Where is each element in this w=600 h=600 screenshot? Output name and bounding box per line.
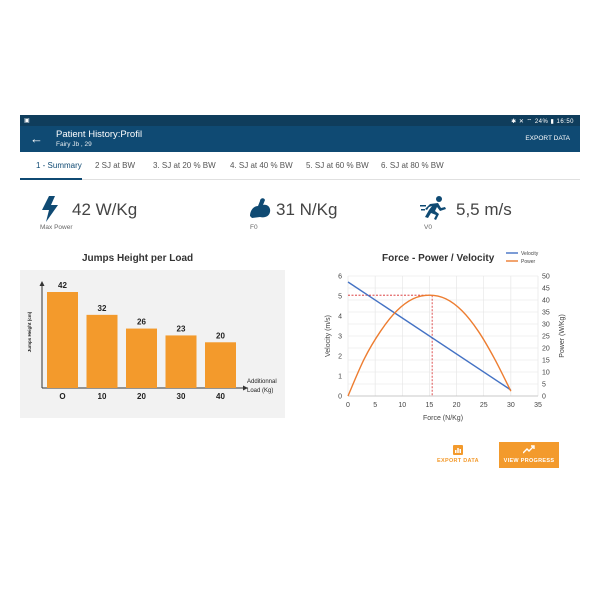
bar bbox=[47, 292, 78, 388]
f0-label: F0 bbox=[250, 224, 258, 231]
line-chart-x-label: Force (N/Kg) bbox=[423, 415, 463, 422]
y2-tick-label: 15 bbox=[542, 358, 550, 365]
tab-summary[interactable]: 1 - Summary bbox=[36, 161, 82, 170]
x-tick-label: 20 bbox=[453, 402, 461, 409]
v0-value: 5,5 m/s bbox=[456, 200, 512, 219]
y2-tick-label: 10 bbox=[542, 370, 550, 377]
bar-chart-x-arrow bbox=[243, 385, 248, 391]
bar-category-label: 10 bbox=[98, 392, 107, 401]
line-chart-title: Force - Power / Velocity bbox=[382, 253, 495, 264]
bar-data-label: 42 bbox=[58, 281, 67, 290]
export-data-button-label: EXPORT DATA bbox=[437, 458, 479, 464]
active-tab-indicator bbox=[20, 178, 82, 180]
bar bbox=[205, 342, 236, 388]
patient-subtitle: Fairy Jb , 29 bbox=[56, 141, 92, 148]
legend-label: Velocity bbox=[521, 251, 539, 257]
export-data-button[interactable]: EXPORT DATA bbox=[425, 442, 491, 468]
bar-chart-x-label-line1: Additionnal bbox=[247, 379, 277, 385]
flexed-arm-icon bbox=[250, 198, 271, 218]
y-tick-label: 5 bbox=[338, 294, 342, 301]
bar-category-label: 40 bbox=[216, 392, 225, 401]
view-progress-button[interactable]: VIEW PROGRESS bbox=[499, 442, 559, 468]
x-tick-label: 0 bbox=[346, 402, 350, 409]
bar bbox=[86, 314, 118, 388]
tab-sj-20[interactable]: 3. SJ at 20 % BW bbox=[153, 161, 216, 170]
bar-chart-title: Jumps Height per Load bbox=[82, 253, 194, 264]
y-tick-label: 1 bbox=[338, 374, 342, 381]
y2-tick-label: 35 bbox=[542, 310, 550, 317]
export-data-action[interactable]: EXPORT DATA bbox=[525, 135, 570, 142]
bar-category-label: 20 bbox=[137, 392, 146, 401]
bar-data-label: 20 bbox=[216, 331, 225, 340]
series-line-velocity bbox=[347, 281, 512, 391]
y-tick-label: 0 bbox=[338, 394, 342, 401]
tab-sj-80[interactable]: 6. SJ at 80 % BW bbox=[381, 161, 444, 170]
bar-data-label: 26 bbox=[137, 318, 146, 327]
x-tick-label: 10 bbox=[398, 402, 406, 409]
bar-category-label: 30 bbox=[177, 392, 186, 401]
y2-tick-label: 40 bbox=[542, 298, 550, 305]
x-tick-label: 5 bbox=[373, 402, 377, 409]
notification-icon: ▣ bbox=[24, 118, 30, 124]
back-arrow-icon[interactable]: ← bbox=[30, 131, 43, 146]
bar-chart-panel: 42 O 32 10 26 20 23 30 20 40 Jumps Height (cm) Addi… bbox=[20, 270, 285, 418]
tab-bar: 1 - Summary 2 SJ at BW 3. SJ at 20 % BW … bbox=[20, 152, 580, 180]
legend-label: Power bbox=[521, 259, 536, 265]
page-title: Patient History:Profil bbox=[56, 129, 143, 140]
x-tick-label: 25 bbox=[480, 402, 488, 409]
bar-chart-x-label-line2: Load (Kg) bbox=[247, 388, 273, 394]
tab-sj-40[interactable]: 4. SJ at 40 % BW bbox=[230, 161, 293, 170]
bar-data-label: 32 bbox=[98, 304, 107, 313]
y-tick-label: 6 bbox=[338, 274, 342, 281]
x-tick-label: 35 bbox=[534, 402, 542, 409]
bar-category-label: O bbox=[59, 392, 65, 401]
line-chart-y-label: Velocity (m/s) bbox=[325, 315, 332, 357]
tab-sj-bw[interactable]: 2 SJ at BW bbox=[95, 161, 136, 170]
max-power-label: Max Power bbox=[40, 224, 73, 231]
y-tick-label: 4 bbox=[338, 314, 342, 321]
y2-tick-label: 5 bbox=[542, 382, 546, 389]
x-tick-label: 30 bbox=[507, 402, 515, 409]
y2-tick-label: 30 bbox=[542, 322, 550, 329]
v0-label: V0 bbox=[424, 224, 432, 231]
line-chart-y2-label: Power (W/Kg) bbox=[559, 314, 566, 358]
bar-data-label: 23 bbox=[177, 324, 186, 333]
y-tick-label: 2 bbox=[338, 354, 342, 361]
y2-tick-label: 45 bbox=[542, 286, 550, 293]
bar-chart-y-arrow bbox=[39, 281, 45, 286]
bar bbox=[165, 335, 197, 388]
running-person-icon bbox=[420, 196, 446, 220]
app-bar: ← Patient History:Profil Fairy Jb , 29 E… bbox=[20, 126, 580, 152]
x-tick-label: 15 bbox=[426, 402, 434, 409]
y2-tick-label: 50 bbox=[542, 274, 550, 281]
y2-tick-label: 0 bbox=[542, 394, 546, 401]
y-tick-label: 3 bbox=[338, 334, 342, 341]
tab-sj-60[interactable]: 5. SJ at 60 % BW bbox=[306, 161, 369, 170]
trending-up-icon bbox=[523, 445, 535, 454]
force-power-velocity-chart: 0 5 10 15 20 25 30 3501234560510152025303540455… bbox=[325, 251, 566, 422]
status-bar: ▣ ✱ ✕ ⌔ 24% ▮ 16:50 bbox=[20, 115, 580, 126]
lightning-icon bbox=[42, 196, 58, 222]
y2-tick-label: 25 bbox=[542, 334, 550, 341]
max-power-value: 42 W/Kg bbox=[72, 200, 138, 219]
jumps-height-bar-chart: 42 O 32 10 26 20 23 30 20 40 Jumps Height (cm) Addi… bbox=[27, 281, 277, 401]
status-indicators: ✱ ✕ ⌔ 24% ▮ 16:50 bbox=[511, 119, 574, 125]
bar bbox=[126, 328, 157, 388]
series-line-power bbox=[347, 294, 512, 397]
view-progress-button-label: VIEW PROGRESS bbox=[503, 458, 555, 464]
f0-value: 31 N/Kg bbox=[276, 200, 338, 219]
bar-chart-icon bbox=[453, 445, 463, 455]
bar-chart-y-label: Jumps Height (cm) bbox=[27, 311, 32, 352]
y2-tick-label: 20 bbox=[542, 346, 550, 353]
